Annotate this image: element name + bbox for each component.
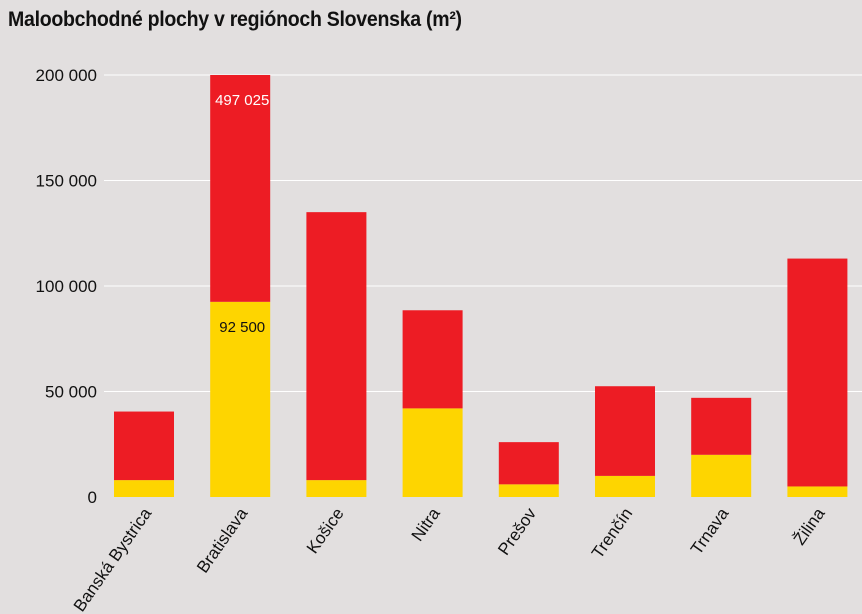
y-tick-label: 150 000 <box>36 172 97 191</box>
bar-presov-segment-1 <box>498 484 559 497</box>
bar-zilina-segment-2 <box>787 258 848 487</box>
y-tick-label: 0 <box>88 488 97 507</box>
x-tick-label: Banská Bystrica <box>70 504 156 614</box>
x-tick-label: Košice <box>303 504 348 557</box>
bar-trnava-segment-2 <box>691 397 752 455</box>
data-label: 497 025 <box>215 92 269 109</box>
y-axis-ticks: 0 50 000 100 000 150 000 200 000 <box>36 66 97 507</box>
x-tick-label: Trnava <box>687 504 733 558</box>
y-tick-label: 50 000 <box>45 383 97 402</box>
bars <box>114 75 848 497</box>
bar-kosice-segment-2 <box>306 212 367 481</box>
bar-bratislava-segment-1 <box>210 301 271 497</box>
data-labels: 92 500 497 025 <box>215 92 269 336</box>
y-tick-label: 200 000 <box>36 66 97 85</box>
bar-kosice-segment-1 <box>306 480 367 497</box>
bar-nitra-segment-2 <box>402 310 463 409</box>
x-tick-label: Prešov <box>494 504 540 559</box>
bar-presov-segment-2 <box>498 442 559 485</box>
bar-trencin-segment-2 <box>595 386 655 476</box>
bar-nitra-segment-1 <box>402 408 463 497</box>
x-tick-label: Trenčín <box>588 504 636 562</box>
data-label: 92 500 <box>219 319 265 336</box>
y-tick-label: 100 000 <box>36 277 97 296</box>
bar-zilina-segment-1 <box>787 486 848 497</box>
bar-banska-bystrica-segment-1 <box>114 480 174 497</box>
x-tick-label: Nitra <box>408 504 444 545</box>
bar-bratislava-segment-2 <box>210 75 271 302</box>
x-axis-labels: Banská Bystrica Bratislava Košice Nitra Preš… <box>70 504 829 614</box>
x-tick-label: Bratislava <box>193 504 252 576</box>
bar-trencin-segment-1 <box>595 475 655 497</box>
bar-banska-bystrica-segment-2 <box>114 411 174 481</box>
x-tick-label: Žilina <box>790 504 829 549</box>
chart-title: Maloobchodné plochy v regiónoch Slovensk… <box>8 8 462 31</box>
bar-trnava-segment-1 <box>691 454 752 497</box>
